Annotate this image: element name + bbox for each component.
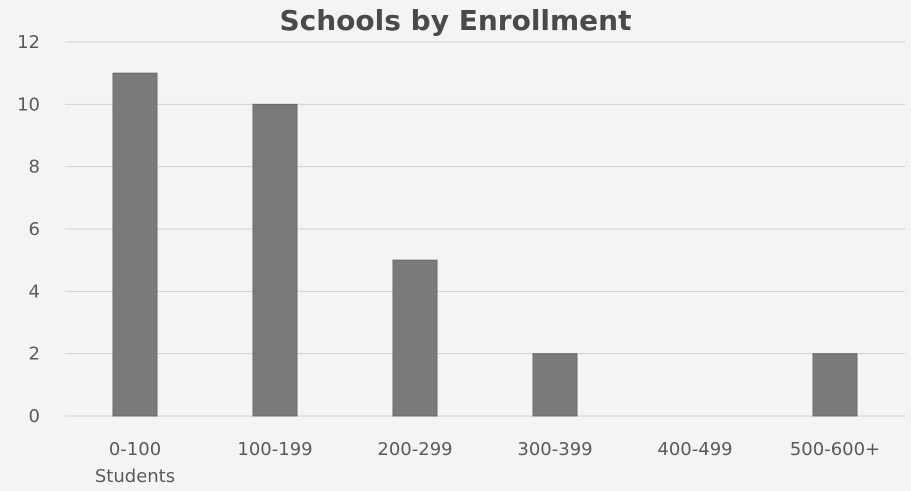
bar-3	[392, 259, 438, 417]
y-tick-label: 0	[29, 406, 40, 427]
bar-1	[112, 72, 158, 417]
bar-2	[252, 103, 298, 417]
y-tick-label: 4	[29, 281, 40, 302]
x-tick-label: 100-199	[237, 439, 312, 460]
x-tick-label: 500-600+	[790, 439, 880, 460]
y-tick-label: 12	[17, 32, 40, 53]
chart-title: Schools by Enrollment	[279, 4, 632, 37]
x-tick-label: 200-299	[377, 439, 452, 460]
bar-6	[812, 353, 858, 417]
y-tick-label: 6	[29, 219, 40, 240]
y-tick-label: 8	[29, 157, 40, 178]
bar-4	[532, 353, 578, 417]
y-tick-label: 10	[17, 94, 40, 115]
y-tick-label: 2	[29, 344, 40, 365]
x-tick-label: 300-399	[517, 439, 592, 460]
x-tick-label: Students	[95, 466, 175, 487]
x-tick-label: 400-499	[657, 439, 732, 460]
x-tick-label: 0-100	[109, 439, 161, 460]
